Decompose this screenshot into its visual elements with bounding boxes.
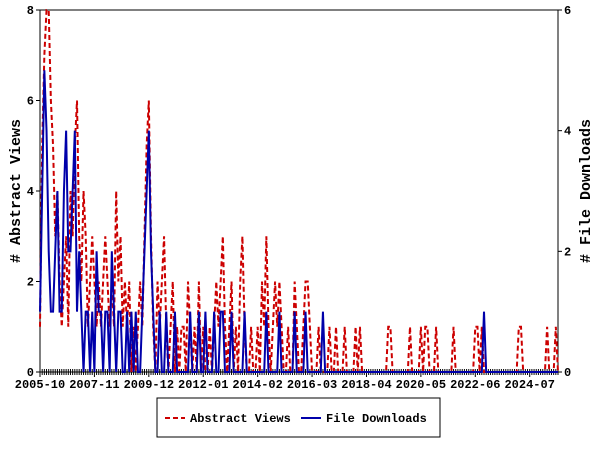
y2-axis-label: # File Downloads bbox=[578, 119, 595, 263]
x-tick-label: 2009-12 bbox=[124, 378, 174, 392]
y2-tick-label: 6 bbox=[564, 4, 571, 18]
x-tick-label: 2012-01 bbox=[178, 378, 228, 392]
x-tick-label: 2014-02 bbox=[232, 378, 282, 392]
x-tick-label: 2018-04 bbox=[341, 378, 391, 392]
legend-label: Abstract Views bbox=[190, 412, 291, 426]
y-tick-label: 0 bbox=[27, 366, 34, 380]
x-tick-label: 2024-07 bbox=[504, 378, 554, 392]
y-tick-label: 6 bbox=[27, 95, 34, 109]
y2-tick-label: 4 bbox=[564, 125, 571, 139]
x-tick-label: 2020-05 bbox=[396, 378, 446, 392]
y2-tick-label: 2 bbox=[564, 245, 571, 259]
y-tick-label: 2 bbox=[27, 276, 34, 290]
y-axis-label: # Abstract Views bbox=[8, 119, 25, 263]
y-tick-label: 8 bbox=[27, 4, 34, 18]
x-tick-label: 2005-10 bbox=[15, 378, 65, 392]
y-tick-label: 4 bbox=[27, 185, 34, 199]
x-tick-label: 2022-06 bbox=[450, 378, 500, 392]
x-tick-label: 2016-03 bbox=[287, 378, 337, 392]
legend-label: File Downloads bbox=[326, 412, 427, 426]
y2-tick-label: 0 bbox=[564, 366, 571, 380]
legend-box bbox=[156, 397, 441, 438]
series-line bbox=[39, 70, 558, 373]
x-tick-label: 2007-11 bbox=[69, 378, 119, 392]
